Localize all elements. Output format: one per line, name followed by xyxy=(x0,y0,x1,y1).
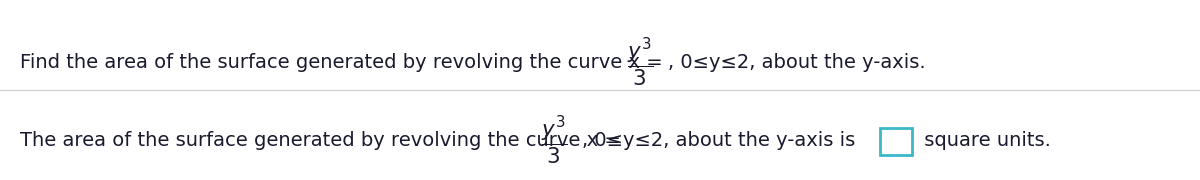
Text: , 0≤y≤2, about the y-axis.: , 0≤y≤2, about the y-axis. xyxy=(668,53,925,71)
Text: , 0≤y≤2, about the y-axis is: , 0≤y≤2, about the y-axis is xyxy=(582,130,856,150)
Text: The area of the surface generated by revolving the curve x =: The area of the surface generated by rev… xyxy=(20,130,628,150)
Text: Find the area of the surface generated by revolving the curve x =: Find the area of the surface generated b… xyxy=(20,53,670,71)
Text: square units.: square units. xyxy=(918,130,1051,150)
Text: $\dfrac{y^{3}}{3}$: $\dfrac{y^{3}}{3}$ xyxy=(541,114,568,166)
FancyBboxPatch shape xyxy=(880,128,912,155)
Text: $\dfrac{y^{3}}{3}$: $\dfrac{y^{3}}{3}$ xyxy=(628,36,653,88)
